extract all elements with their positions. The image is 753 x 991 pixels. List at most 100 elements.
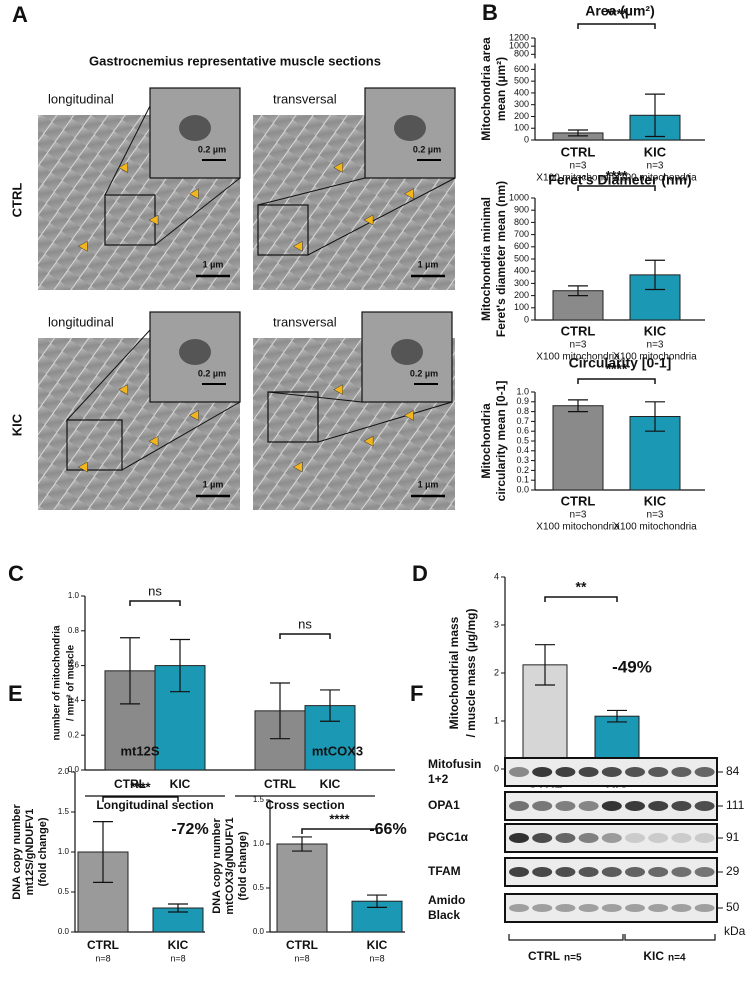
blot-label: PGC1α <box>428 830 469 844</box>
blot-band <box>532 833 553 843</box>
category-note: X100 mitochondria <box>613 173 697 184</box>
significance-bracket <box>129 600 181 606</box>
y-tick-label: 0.1 <box>516 475 529 485</box>
arrowhead <box>363 214 374 226</box>
x-tick-label: KIC <box>170 777 191 791</box>
arrowhead <box>292 240 303 252</box>
y-tick-label: 0.0 <box>253 927 265 936</box>
blot-band <box>601 833 622 843</box>
inset-scale: 0.2 µm <box>413 144 441 154</box>
kda-unit: kDa <box>724 924 746 938</box>
kda-label: 111 <box>726 798 745 812</box>
zoom-box <box>257 204 309 256</box>
blot-strip <box>504 893 718 923</box>
arrowhead <box>77 240 88 252</box>
blot-band <box>578 904 599 912</box>
arrowhead <box>77 461 88 473</box>
blot-label: Mitofusin <box>428 757 481 771</box>
blot-band <box>625 801 645 811</box>
x-tick-label: CTRL <box>561 144 596 159</box>
significance-bracket <box>301 828 378 834</box>
category-note: X100 mitochondria <box>536 173 620 184</box>
y-tick-label: 300 <box>514 278 529 288</box>
significance-label: **** <box>130 779 151 794</box>
y-tick-label: 900 <box>514 205 529 215</box>
y-tick-label: 1.0 <box>253 839 265 848</box>
panel-letter: C <box>8 561 24 586</box>
blot-band <box>555 904 576 912</box>
arrowhead <box>118 162 129 173</box>
blot-band <box>625 833 645 843</box>
y-tick-label: 0.0 <box>516 484 529 494</box>
y-axis-label: circularity mean [0-1] <box>494 381 508 502</box>
y-tick-label: 0 <box>524 134 529 144</box>
blot-band <box>578 867 599 877</box>
x-tick-label: KIC <box>644 144 667 159</box>
category-note: n=3 <box>570 510 587 521</box>
y-axis-label: Mitochondria <box>479 403 493 479</box>
category-note: n=8 <box>170 953 185 963</box>
y-tick-label: 0.3 <box>516 455 529 465</box>
annotation: -72% <box>171 821 208 838</box>
x-tick-label: CTRL <box>286 938 318 952</box>
arrowhead <box>118 384 129 396</box>
zoom-line <box>267 391 363 403</box>
arrowhead <box>363 435 374 447</box>
y-tick-label: 500 <box>514 76 529 86</box>
significance-bracket <box>544 596 618 602</box>
blot-band <box>555 867 576 877</box>
category-note: X100 mitochondria <box>613 522 697 533</box>
x-tick-label: CTRL <box>561 323 596 338</box>
x-tick-label: CTRL <box>87 938 119 952</box>
blot-band <box>601 904 622 912</box>
view-label: longitudinal <box>48 91 114 106</box>
chart-title: mt12S <box>120 743 159 758</box>
blot-band <box>532 867 553 877</box>
y-tick-label: 1.5 <box>58 807 70 816</box>
annotation: -49% <box>612 657 652 676</box>
zoom-line <box>257 177 366 206</box>
zoom-line <box>121 401 241 471</box>
zoom-box <box>66 419 123 471</box>
y-tick-label: 0.5 <box>516 435 529 445</box>
y-tick-label: 3 <box>494 619 499 629</box>
blot-label: Black <box>428 908 460 922</box>
panel-letter: D <box>412 561 428 586</box>
y-tick-label: 2 <box>494 667 499 677</box>
row-label: KIC <box>9 413 24 436</box>
panel-letter: B <box>482 0 498 25</box>
significance-label: **** <box>606 361 628 377</box>
significance-label: ns <box>298 616 312 631</box>
category-note: n=8 <box>95 953 110 963</box>
blot-band <box>578 833 599 843</box>
y-tick-label: 0 <box>524 314 529 324</box>
mito <box>394 115 426 141</box>
blot-band <box>532 904 553 912</box>
y-tick-label: 0.4 <box>68 696 80 705</box>
y-axis-label: / muscle mass (µg/mg) <box>464 609 478 738</box>
arrowhead <box>188 188 199 200</box>
blot-band <box>509 833 529 843</box>
y-tick-label: 400 <box>514 87 529 97</box>
zoom-line <box>66 329 151 421</box>
panel-letter: F <box>410 681 423 706</box>
category-note: n=8 <box>294 953 309 963</box>
y-tick-label: 1000 <box>509 192 529 202</box>
x-tick-label: KIC <box>644 493 667 508</box>
kda-label: 29 <box>726 864 740 878</box>
micrograph-title: Gastrocnemius representative muscle sect… <box>89 53 381 68</box>
arrowhead <box>148 214 159 226</box>
group-name: CTRL <box>528 949 560 963</box>
zoom-line <box>104 105 151 196</box>
y-tick-label: 0.6 <box>516 426 529 436</box>
chart-title: mtCOX3 <box>312 743 363 758</box>
y-tick-label: 700 <box>514 229 529 239</box>
y-tick-label: 0.8 <box>516 406 529 416</box>
y-axis-label: (fold change) <box>37 817 49 886</box>
y-axis-label: Mitochondrial mass <box>447 616 461 729</box>
blot-label: TFAM <box>428 864 461 878</box>
y-tick-label: 1.0 <box>68 591 80 600</box>
x-tick-label: CTRL <box>264 777 296 791</box>
x-tick-label: KIC <box>168 938 189 952</box>
blot-label: OPA1 <box>428 798 460 812</box>
